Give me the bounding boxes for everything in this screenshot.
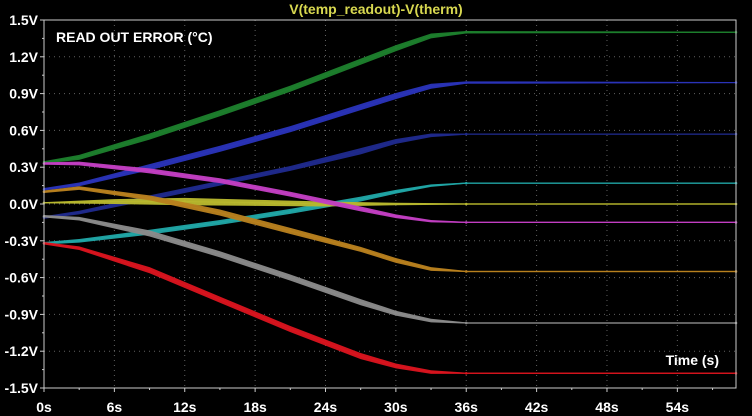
series-point: [394, 259, 398, 262]
x-tick-label: 6s: [107, 399, 123, 415]
x-tick-label: 0s: [36, 399, 52, 415]
series-point: [394, 94, 398, 98]
series-point: [464, 132, 468, 136]
y-tick-label: 0.0V: [9, 196, 38, 212]
series-band: [44, 161, 736, 224]
series-point: [183, 200, 187, 203]
series-point: [289, 87, 292, 90]
y-tick-label: 0.9V: [9, 86, 38, 102]
series-line: [43, 31, 736, 163]
series-line: [43, 187, 736, 273]
series-line: [43, 215, 736, 324]
annotation-time: Time (s): [666, 352, 719, 368]
series-line: [43, 242, 736, 374]
series-point: [464, 221, 468, 224]
series-point: [464, 321, 468, 325]
series-point: [289, 229, 292, 233]
annotation-read-out-error: READ OUT ERROR (°C): [56, 29, 212, 45]
series-point: [394, 190, 398, 194]
y-tick-label: -0.6V: [5, 270, 39, 286]
y-tick-label: -1.5V: [5, 380, 39, 396]
y-tick-label: -0.3V: [5, 233, 39, 249]
series-point: [464, 371, 468, 375]
text-layer: V(temp_readout)-V(therm) READ OUT ERROR …: [56, 1, 719, 368]
chart-title: V(temp_readout)-V(therm): [289, 1, 462, 17]
y-tick-label: -1.2V: [5, 343, 39, 359]
series-line: [43, 133, 736, 219]
series-layer: [42, 30, 738, 375]
x-tick-label: 30s: [384, 399, 408, 415]
series-point: [464, 81, 468, 84]
series-point: [464, 181, 468, 185]
x-tick-label: 24s: [314, 399, 338, 415]
x-tick-label: 54s: [666, 399, 690, 415]
series-point: [148, 165, 151, 169]
series-band: [44, 186, 736, 273]
series-point: [148, 135, 151, 138]
x-tick-label: 48s: [595, 399, 619, 415]
series-point: [289, 210, 292, 213]
y-tick-label: -0.9V: [5, 306, 39, 322]
y-tick-label: 1.2V: [9, 49, 38, 65]
x-tick-label: 36s: [455, 399, 479, 415]
series-point: [148, 232, 151, 235]
series-line: [43, 200, 736, 205]
series-point: [464, 270, 468, 273]
series-point: [289, 276, 292, 279]
axis-layer: 0s 6s 12s 18s 24s 30s 36s 42s 48s 54s 1.5V 1.2V 0.9V…: [5, 12, 737, 415]
y-tick-label: 0.6V: [9, 122, 38, 138]
series-band: [44, 182, 736, 245]
series-point: [394, 364, 398, 368]
series-line: [43, 81, 736, 190]
y-tick-label: 0.3V: [9, 159, 38, 175]
x-tick-label: 18s: [243, 399, 267, 415]
series-point: [289, 327, 292, 331]
series-point: [394, 140, 398, 143]
series-line: [44, 162, 736, 223]
series-point: [289, 127, 292, 131]
series-point: [148, 196, 151, 200]
series-point: [148, 268, 151, 272]
series-point: [289, 192, 292, 196]
series-point: [289, 167, 292, 170]
x-tick-label: 12s: [173, 399, 197, 415]
y-tick-label: 1.5V: [9, 12, 38, 28]
series-point: [464, 202, 468, 206]
series-point: [394, 311, 398, 315]
series-point: [148, 169, 151, 173]
x-tick-label: 42s: [525, 399, 549, 415]
series-point: [394, 214, 398, 218]
series-point: [464, 30, 468, 34]
series-point: [394, 46, 398, 50]
